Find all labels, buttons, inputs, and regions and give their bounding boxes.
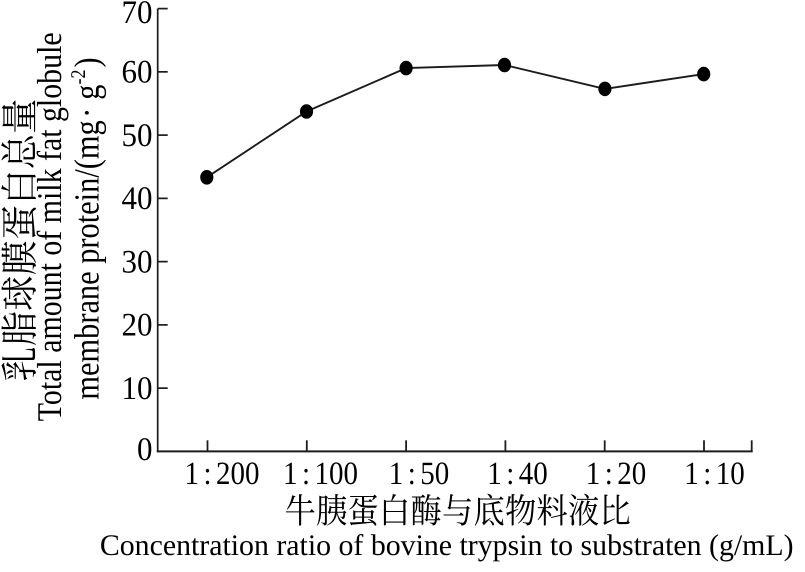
svg-text:60: 60: [122, 53, 153, 90]
svg-text:Total amount of milk fat globu: Total amount of milk fat globule: [31, 32, 69, 421]
svg-text:10: 10: [122, 369, 153, 406]
svg-text:20: 20: [122, 306, 153, 343]
svg-text:40: 40: [122, 179, 153, 216]
svg-text:30: 30: [122, 243, 153, 280]
svg-text:0: 0: [137, 430, 153, 467]
svg-text:50: 50: [122, 116, 153, 153]
svg-text:70: 70: [122, 0, 153, 30]
svg-text:1:100: 1:100: [283, 456, 358, 492]
svg-text:1:200: 1:200: [184, 456, 259, 492]
svg-text:Concentration ratio of bovine: Concentration ratio of bovine trypsin to…: [100, 529, 794, 562]
svg-text:membrane protein/(mg·g-2): membrane protein/(mg·g-2): [67, 57, 107, 399]
